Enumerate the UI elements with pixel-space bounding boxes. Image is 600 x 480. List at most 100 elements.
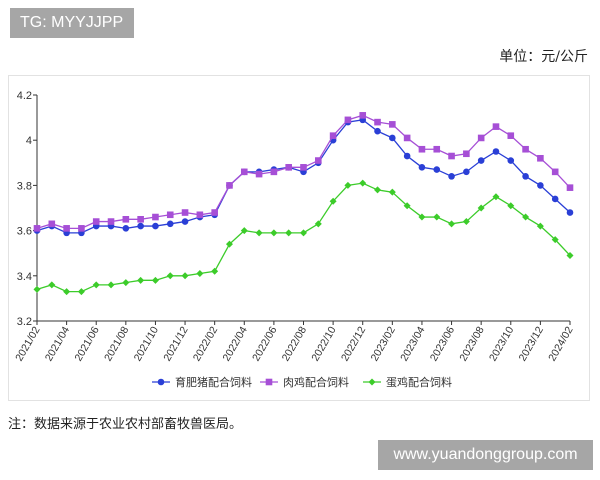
data-point [403, 152, 411, 160]
data-point [122, 216, 130, 223]
watermark: www.yuandonggroup.com [378, 440, 593, 470]
x-tick-label: 2023/08 [457, 324, 486, 363]
data-point [359, 112, 367, 119]
data-point [315, 157, 322, 164]
data-point [255, 229, 263, 237]
chart-frame [8, 75, 590, 401]
legend-marker [265, 378, 273, 386]
x-tick-label: 2022/02 [191, 324, 220, 363]
legend-marker [157, 378, 165, 386]
data-point [551, 236, 559, 244]
x-tick-label: 2023/02 [369, 324, 398, 363]
data-point [211, 267, 219, 275]
data-point [389, 121, 396, 128]
data-point [566, 184, 574, 191]
data-point [507, 157, 515, 164]
data-point [536, 222, 544, 230]
x-tick-label: 2021/04 [43, 324, 72, 363]
source-note: 注：数据来源于农业农村部畜牧兽医局。 [8, 417, 243, 432]
data-point [388, 188, 396, 196]
x-tick-label: 2023/10 [487, 324, 516, 363]
series-line-0 [36, 119, 571, 234]
data-point [522, 173, 529, 180]
data-point [107, 218, 115, 225]
data-point [418, 164, 426, 171]
data-point [285, 229, 293, 237]
data-point [166, 211, 174, 219]
data-point [463, 150, 470, 158]
data-point [462, 218, 470, 226]
data-point [211, 209, 218, 216]
data-point [433, 145, 441, 153]
data-point [33, 285, 41, 293]
data-point [137, 276, 145, 284]
legend-label: 肉鸡配合饲料 [283, 375, 349, 389]
data-point [255, 170, 263, 178]
x-tick-label: 2021/06 [72, 324, 101, 363]
legend-marker [368, 378, 376, 386]
data-point [418, 145, 426, 153]
x-tick-label: 2022/08 [280, 324, 309, 363]
data-point [522, 145, 529, 153]
x-tick-label: 2023/04 [398, 324, 427, 363]
data-point [403, 134, 411, 142]
x-tick-label: 2021/02 [13, 324, 42, 363]
data-point [300, 229, 307, 237]
data-point [492, 123, 500, 130]
data-point [166, 220, 174, 228]
data-point [225, 240, 233, 248]
data-point [226, 182, 233, 189]
data-point [374, 127, 381, 135]
data-point [418, 213, 426, 221]
legend-label: 蛋鸡配合饲料 [386, 375, 452, 389]
data-point [92, 281, 100, 289]
data-point [33, 225, 41, 232]
data-point [507, 202, 515, 210]
data-point [448, 220, 456, 228]
tag-label: TG: MYYJJPP [10, 8, 134, 38]
y-tick-label: 4.2 [17, 90, 32, 102]
data-point [314, 220, 322, 228]
data-point [492, 148, 500, 155]
data-point [329, 197, 337, 205]
data-point [77, 288, 85, 296]
x-tick-label: 2023/06 [428, 324, 457, 363]
x-tick-label: 2022/04 [220, 324, 249, 363]
data-point [374, 186, 382, 194]
data-point [270, 168, 278, 176]
x-tick-label: 2022/12 [339, 324, 368, 363]
x-tick-label: 2023/12 [517, 324, 546, 363]
data-point [137, 222, 144, 230]
data-point [196, 270, 204, 278]
data-point [551, 195, 559, 203]
data-point [240, 168, 248, 176]
data-point [285, 164, 292, 171]
x-tick-label: 2021/08 [102, 324, 131, 363]
data-point [122, 279, 130, 287]
data-point [181, 209, 189, 216]
data-point [63, 225, 70, 232]
data-point [181, 272, 189, 280]
data-point [270, 229, 278, 237]
y-tick-label: 3.8 [17, 180, 32, 192]
data-point [537, 182, 544, 189]
y-tick-label: 3.4 [17, 271, 32, 283]
data-point [507, 132, 515, 139]
data-point [166, 272, 174, 280]
data-point [448, 152, 455, 160]
data-point [477, 204, 485, 212]
x-tick-label: 2024/02 [546, 324, 575, 363]
data-point [344, 181, 352, 189]
data-point [463, 168, 470, 176]
data-point [196, 211, 204, 219]
x-tick-label: 2022/10 [309, 324, 338, 363]
data-point [492, 193, 500, 201]
data-point [78, 225, 85, 232]
data-point [92, 218, 100, 225]
data-point [329, 132, 337, 139]
data-point [151, 276, 159, 284]
data-point [137, 216, 144, 223]
data-point [551, 168, 559, 176]
y-tick-label: 3.2 [17, 316, 32, 328]
